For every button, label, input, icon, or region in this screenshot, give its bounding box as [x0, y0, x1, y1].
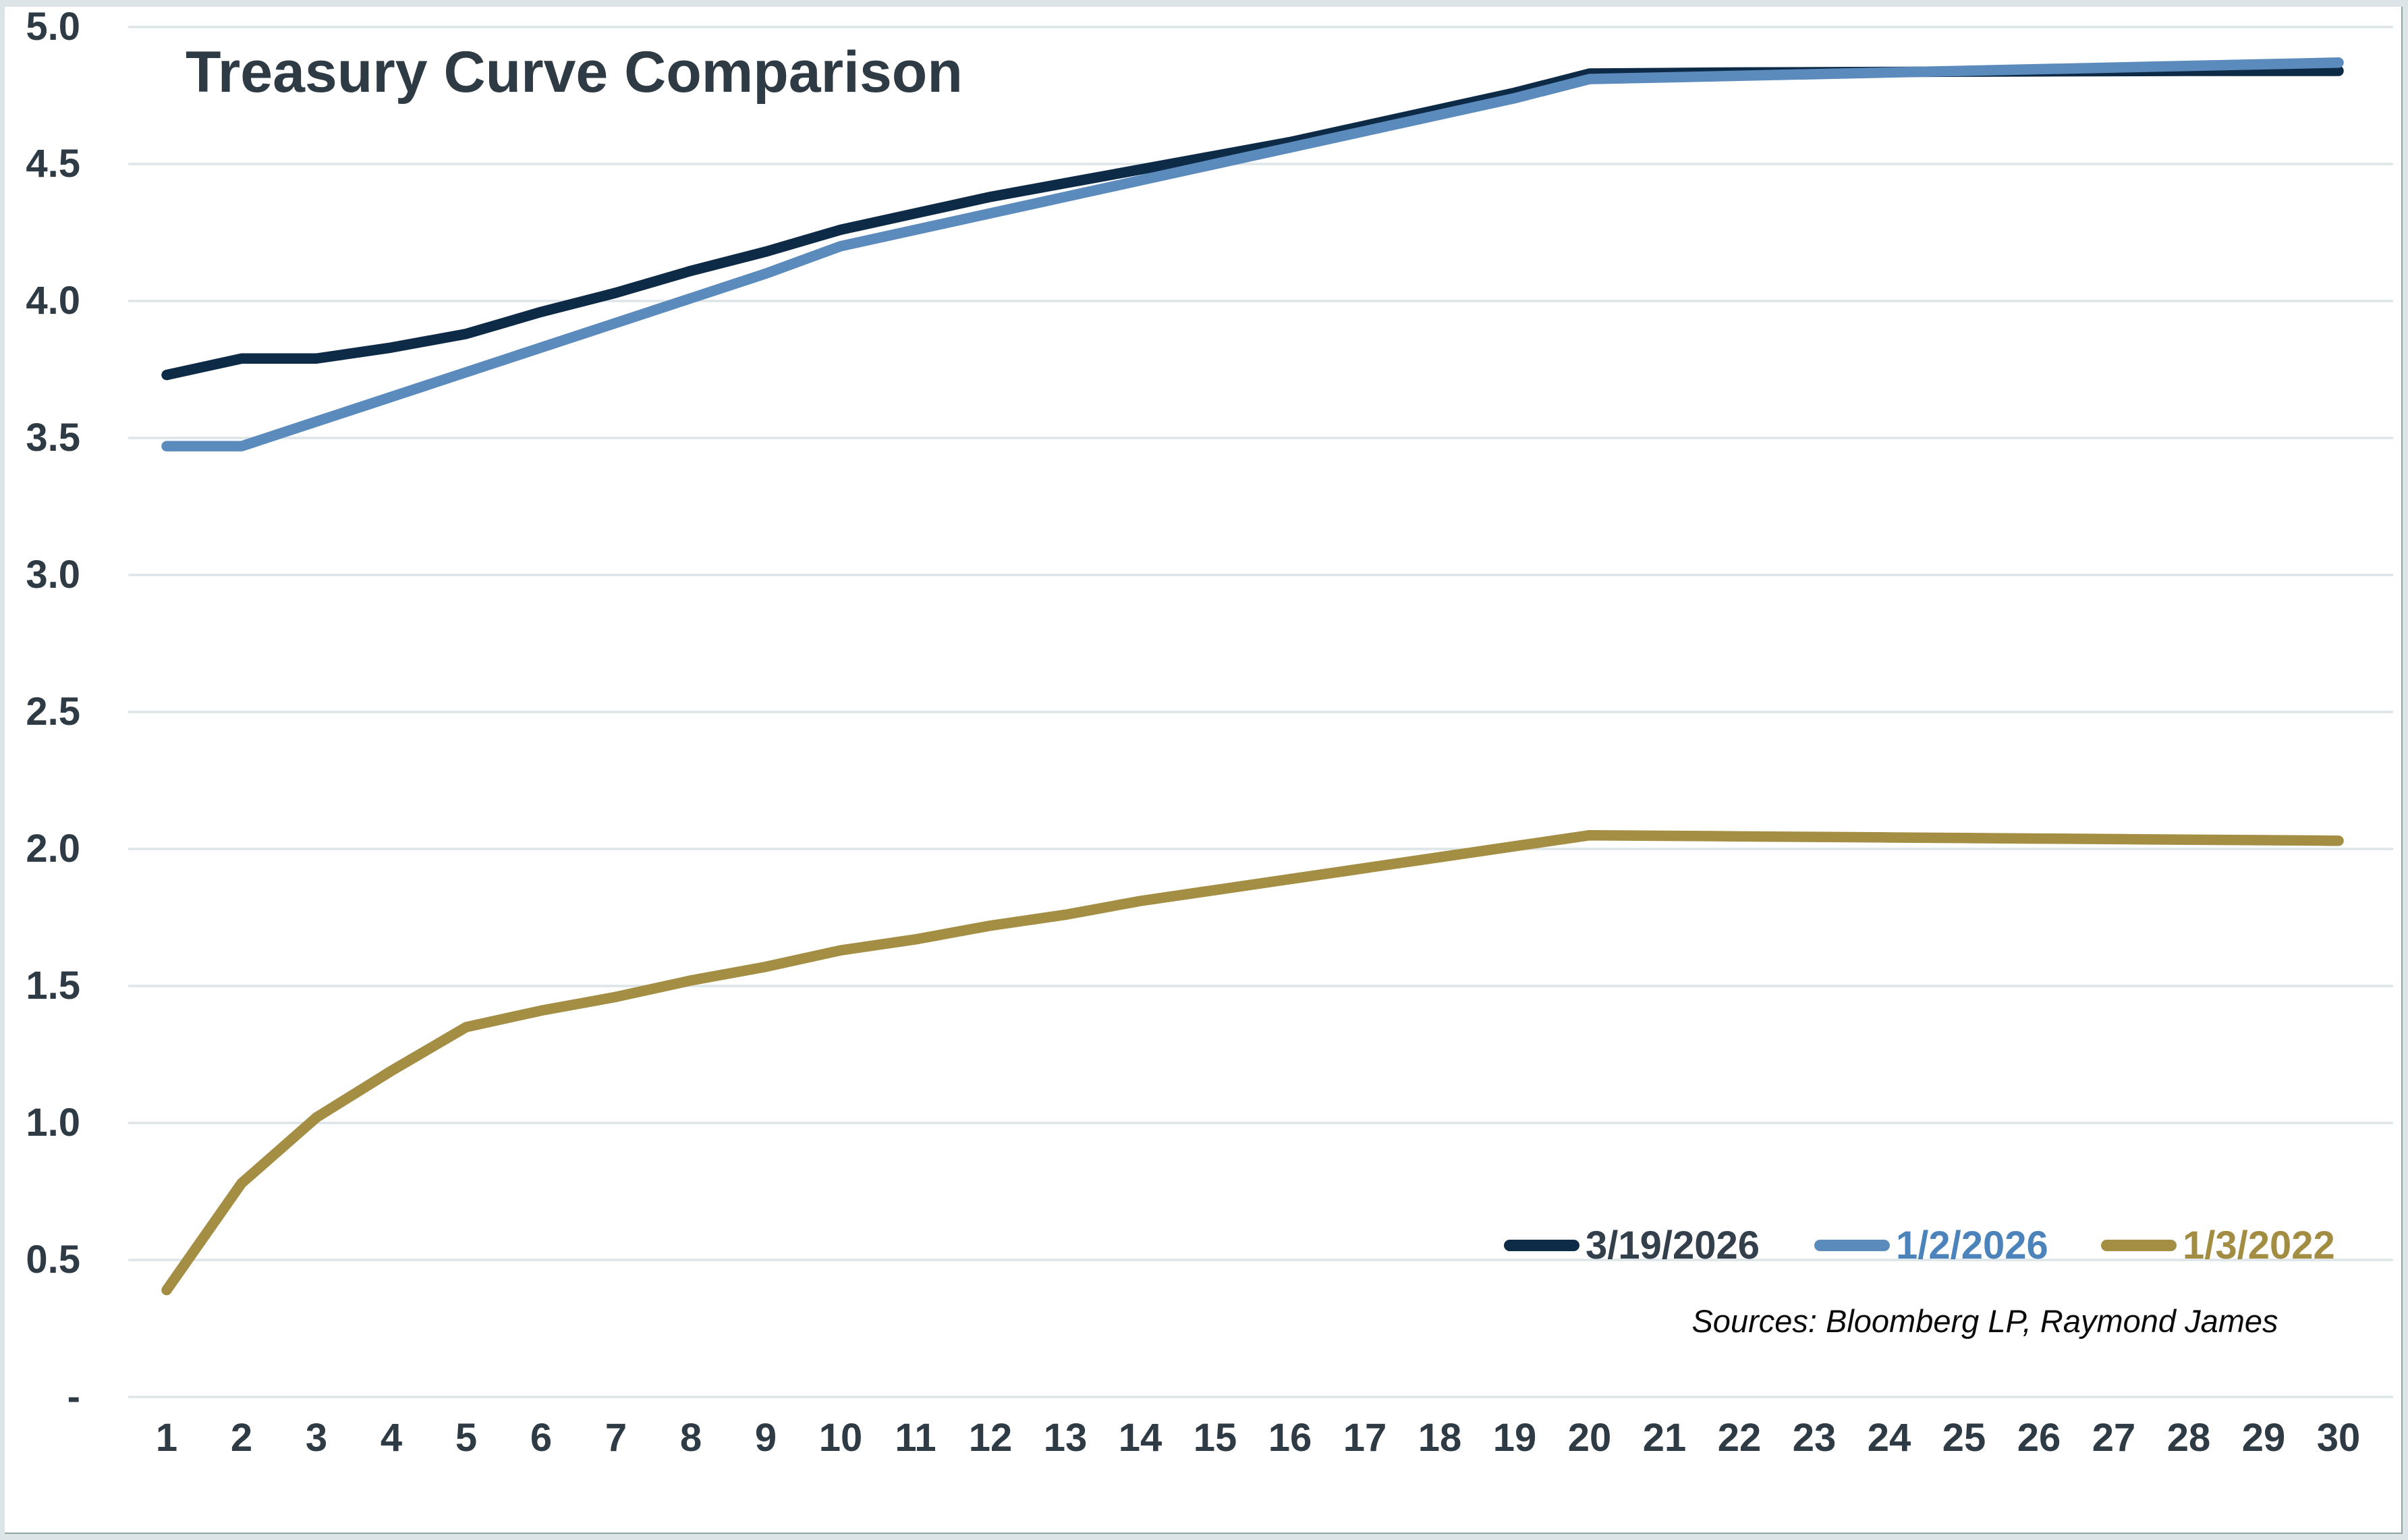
y-axis-tick-label: -	[67, 1375, 80, 1419]
x-axis-tick-label: 11	[895, 1416, 936, 1460]
sources-note: Sources: Bloomberg LP, Raymond James	[1691, 1303, 2278, 1339]
legend-swatch	[2101, 1239, 2177, 1251]
y-axis-tick-label: 3.0	[26, 553, 80, 597]
x-axis-tick-label: 16	[1268, 1416, 1312, 1460]
x-axis-tick-label: 9	[754, 1416, 777, 1460]
x-axis-tick-label: 29	[2241, 1416, 2286, 1460]
y-axis-tick-label: 1.0	[26, 1101, 80, 1145]
legend-swatch	[1814, 1239, 1890, 1251]
legend-item: 1/3/2022	[2101, 1221, 2335, 1269]
series-line-1-3-2022	[161, 829, 2344, 1296]
series-line-1-2-2026	[161, 57, 2344, 451]
x-axis-tick-label: 30	[2316, 1416, 2361, 1460]
x-axis-tick-label: 1	[155, 1416, 178, 1460]
x-axis-tick-label: 22	[1717, 1416, 1762, 1460]
legend-label: 3/19/2026	[1586, 1223, 1760, 1267]
y-axis-tick-label: 4.5	[26, 142, 80, 186]
y-axis-tick-label: 3.5	[26, 416, 80, 460]
x-axis-tick-label: 6	[530, 1416, 553, 1460]
y-axis-tick-label: 2.0	[26, 827, 80, 871]
x-axis-tick-label: 24	[1867, 1416, 1911, 1460]
y-axis-tick-label: 5.0	[26, 5, 80, 49]
x-axis-tick-label: 23	[1792, 1416, 1837, 1460]
x-axis-tick-label: 26	[2017, 1416, 2061, 1460]
y-axis-tick-label: 2.5	[26, 690, 80, 734]
y-axis-tick-label: 0.5	[26, 1238, 80, 1282]
x-axis-tick-label: 28	[2166, 1416, 2211, 1460]
x-axis-tick-label: 5	[455, 1416, 478, 1460]
x-axis-tick-label: 3	[305, 1416, 328, 1460]
legend-swatch	[1504, 1239, 1579, 1251]
x-axis-tick-label: 12	[968, 1416, 1013, 1460]
series-line-3-19-2026	[161, 65, 2344, 381]
x-axis-tick-label: 21	[1642, 1416, 1687, 1460]
x-axis-tick-label: 25	[1942, 1416, 1986, 1460]
x-axis-tick-label: 10	[818, 1416, 863, 1460]
x-axis-tick-label: 19	[1492, 1416, 1537, 1460]
x-axis-tick-label: 18	[1418, 1416, 1462, 1460]
legend-item: 3/19/2026	[1504, 1221, 1760, 1269]
x-axis-tick-label: 15	[1193, 1416, 1237, 1460]
x-axis-tick-label: 13	[1043, 1416, 1088, 1460]
x-axis-tick-label: 7	[605, 1416, 627, 1460]
x-axis-tick-label: 4	[380, 1416, 403, 1460]
legend-label: 1/3/2022	[2183, 1223, 2335, 1267]
x-axis-tick-label: 27	[2092, 1416, 2136, 1460]
x-axis-tick-label: 20	[1567, 1416, 1612, 1460]
x-axis-tick-label: 14	[1118, 1416, 1163, 1460]
x-axis-tick-label: 8	[679, 1416, 702, 1460]
y-axis-tick-label: 4.0	[26, 279, 80, 323]
x-axis-tick-label: 17	[1343, 1416, 1387, 1460]
legend-label: 1/2/2026	[1896, 1223, 2048, 1267]
plot-area	[128, 26, 2393, 1398]
chart-title: Treasury Curve Comparison	[186, 40, 963, 105]
legend-item: 1/2/2026	[1814, 1221, 2048, 1269]
y-axis-tick-label: 1.5	[26, 964, 80, 1008]
x-axis-tick-label: 2	[230, 1416, 253, 1460]
